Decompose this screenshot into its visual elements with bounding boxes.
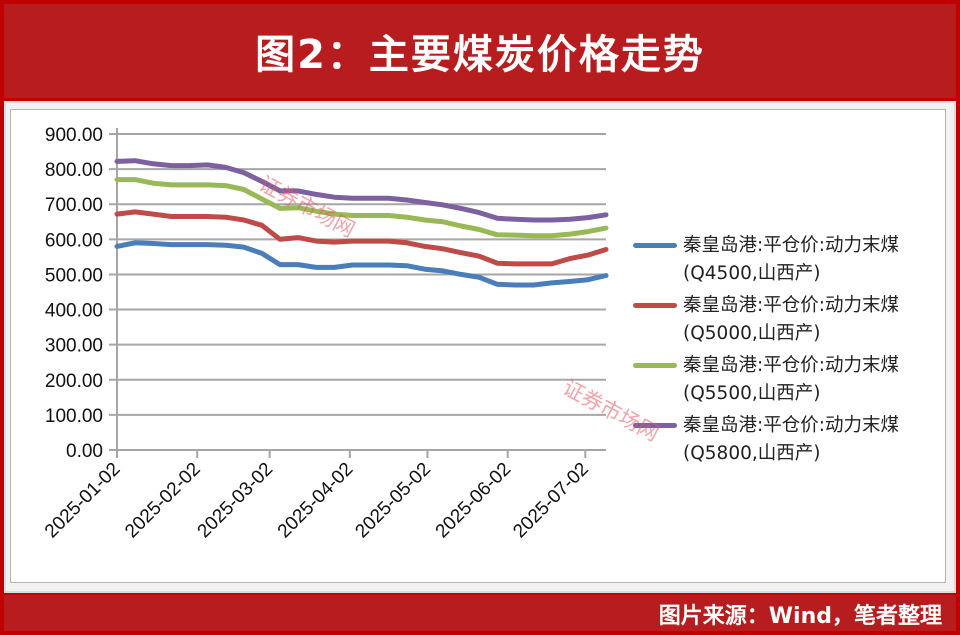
page-title: 图2：主要煤炭价格走势 <box>255 32 705 78</box>
x-tick-label: 2025-07-02 <box>509 459 593 543</box>
y-tick-label: 300.00 <box>45 336 103 357</box>
legend-item-q4500: 秦皇岛港:平仓价:动力末煤 (Q4500,山西产) <box>633 232 943 288</box>
x-tick-label: 2025-03-02 <box>194 459 278 543</box>
legend-label: 秦皇岛港:平仓价:动力末煤 <box>683 355 899 376</box>
y-tick-label: 700.00 <box>45 195 103 216</box>
legend-sublabel: (Q5800,山西产) <box>683 443 821 464</box>
legend-label: 秦皇岛港:平仓价:动力末煤 <box>683 235 899 256</box>
y-axis-ticks: 0.00 100.00 200.00 300.00 400.00 500.00 600.00… <box>45 125 103 462</box>
y-tick-label: 800.00 <box>45 160 103 181</box>
series-line <box>114 240 609 288</box>
y-tick-label: 900.00 <box>45 125 103 146</box>
y-tick-label: 0.00 <box>66 441 103 462</box>
legend-sublabel: (Q5000,山西产) <box>683 323 821 344</box>
y-tick-label: 600.00 <box>45 230 103 251</box>
y-tick-label: 400.00 <box>45 301 103 322</box>
chart-legend: 秦皇岛港:平仓价:动力末煤 (Q4500,山西产) 秦皇岛港:平仓价:动力末煤 (Q… <box>633 232 943 472</box>
y-tick-label: 100.00 <box>45 406 103 427</box>
legend-swatch-green <box>633 363 677 368</box>
y-tick-label: 500.00 <box>45 265 103 286</box>
legend-swatch-purple <box>633 423 677 428</box>
series-line <box>114 177 609 239</box>
series-lines <box>114 158 609 288</box>
series-line <box>114 158 609 223</box>
x-axis: 2025-01-022025-02-022025-03-022025-04-02… <box>41 128 593 542</box>
legend-label: 秦皇岛港:平仓价:动力末煤 <box>683 295 899 316</box>
gridlines <box>109 133 606 451</box>
legend-label: 秦皇岛港:平仓价:动力末煤 <box>683 415 899 436</box>
x-tick-label: 2025-04-02 <box>274 459 358 543</box>
x-tick-label: 2025-06-02 <box>432 459 516 543</box>
legend-item-q5800: 秦皇岛港:平仓价:动力末煤 (Q5800,山西产) <box>633 412 943 468</box>
legend-swatch-blue <box>633 243 677 248</box>
legend-sublabel: (Q5500,山西产) <box>683 383 821 404</box>
source-caption: 图片来源：Wind，笔者整理 <box>658 604 942 629</box>
legend-sublabel: (Q4500,山西产) <box>683 263 821 284</box>
x-tick-label: 2025-01-02 <box>41 459 125 543</box>
series-line <box>114 209 609 267</box>
legend-item-q5000: 秦皇岛港:平仓价:动力末煤 (Q5000,山西产) <box>633 292 943 348</box>
legend-item-q5500: 秦皇岛港:平仓价:动力末煤 (Q5500,山西产) <box>633 352 943 408</box>
footer-banner: 图片来源：Wind，笔者整理 <box>4 595 956 631</box>
x-tick-label: 2025-05-02 <box>351 459 435 543</box>
chart-container <box>10 109 946 583</box>
title-banner: 图2：主要煤炭价格走势 <box>4 4 956 98</box>
legend-swatch-red <box>633 303 677 308</box>
y-tick-label: 200.00 <box>45 371 103 392</box>
x-tick-label: 2025-02-02 <box>121 459 205 543</box>
